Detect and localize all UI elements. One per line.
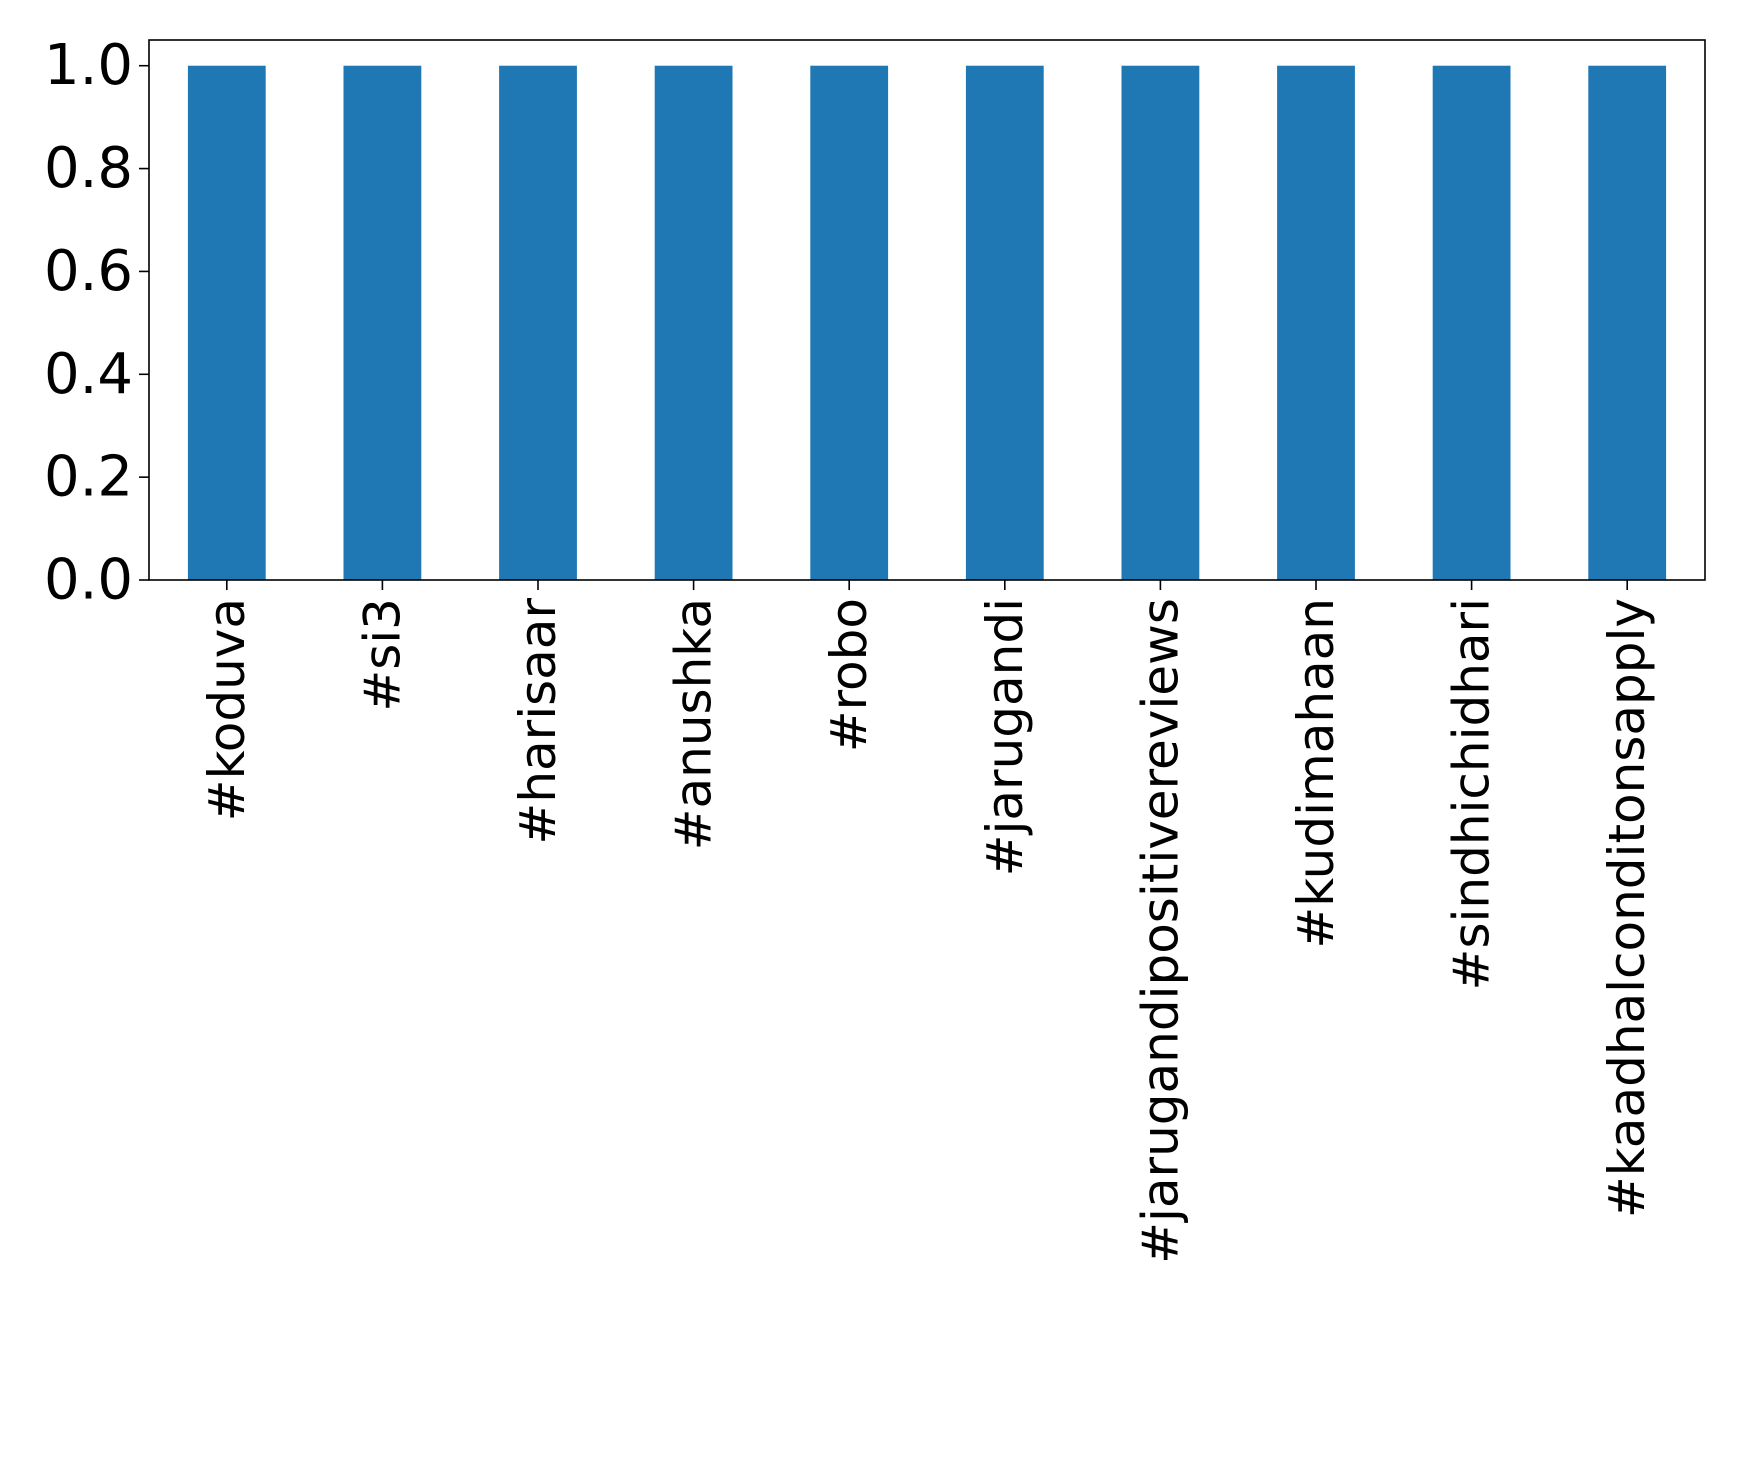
x-tick-label: #sindhichidhari — [1443, 598, 1501, 990]
bar-robo — [810, 65, 889, 580]
bar-jarugandipositivereviews — [1121, 65, 1200, 580]
x-tick-label: #jarugandipositivereviews — [1131, 598, 1189, 1264]
x-tick-label: #anushka — [665, 598, 723, 850]
bars-group — [187, 65, 1667, 580]
bar-si3 — [343, 65, 422, 580]
y-tick-label: 0.6 — [44, 239, 133, 304]
x-tick-label: #kaadhalconditonsapply — [1598, 598, 1656, 1218]
y-tick-label: 1.0 — [44, 33, 133, 98]
bar-kaadhalconditonsapply — [1588, 65, 1667, 580]
bar-kudimahaan — [1277, 65, 1355, 580]
y-tick-label: 0.2 — [44, 445, 133, 510]
x-tick-label: #si3 — [353, 598, 411, 712]
x-tick-label: #kudimahaan — [1287, 598, 1345, 949]
bar-anushka — [654, 65, 733, 580]
y-axis: 0.0 0.2 0.4 0.6 0.8 1.0 — [44, 33, 149, 613]
x-tick-label: #koduva — [198, 598, 256, 821]
x-tick-label: #robo — [820, 598, 878, 752]
y-tick-label: 0.4 — [44, 342, 133, 407]
bar-koduva — [187, 65, 266, 580]
bar-sindhichidhari — [1432, 65, 1511, 580]
x-tick-label: #harisaar — [509, 598, 567, 845]
bar-jarugandi — [965, 65, 1044, 580]
y-tick-label: 0.8 — [44, 136, 133, 201]
x-tick-label: #jarugandi — [976, 598, 1034, 876]
x-axis: #koduva #si3 #harisaar #anushka #robo #jaruga… — [198, 580, 1656, 1264]
y-tick-label: 0.0 — [44, 548, 133, 613]
plot-frame — [148, 39, 1706, 581]
bar-harisaar — [499, 65, 577, 580]
